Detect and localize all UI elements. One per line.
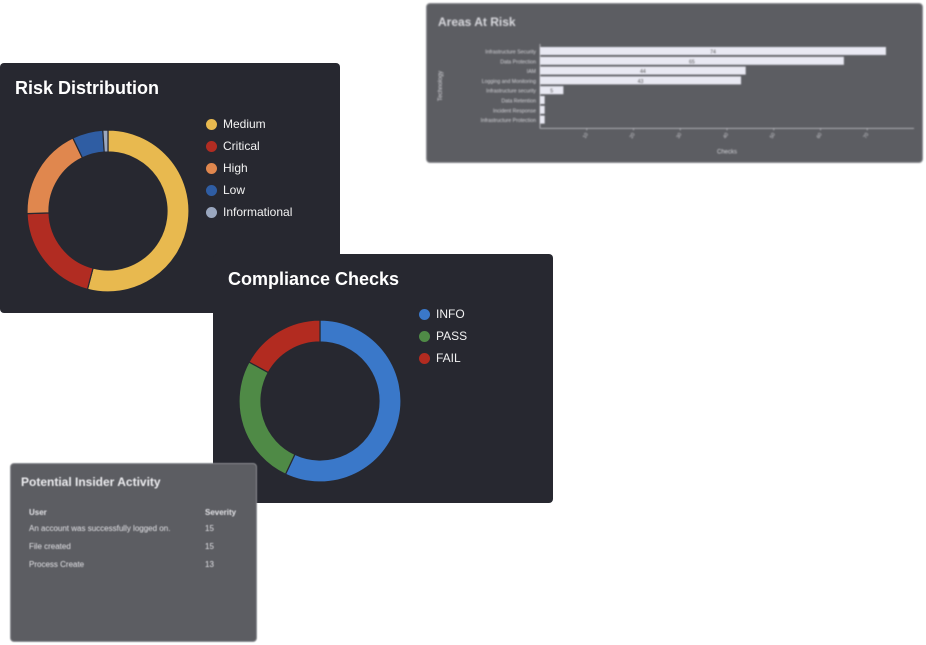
user-cell: Process Create xyxy=(29,560,85,569)
legend-label: PASS xyxy=(436,329,468,343)
user-cell: An account was successfully logged on. xyxy=(29,524,171,533)
insider-activity-table: User Severity An account was successfull… xyxy=(24,508,236,575)
areas-at-risk-chart: Infrastructure Security 74 Data Protection… xyxy=(438,44,914,155)
legend-label: Low xyxy=(223,183,246,197)
x-tick-label: 50 xyxy=(769,132,777,140)
legend-swatch xyxy=(206,140,217,152)
donut-slice-pass xyxy=(238,361,296,476)
data-label: 5 xyxy=(550,89,553,95)
category-label: Logging and Monitoring xyxy=(482,79,536,85)
risk-distribution-legend: Medium Critical High Low Informational xyxy=(206,113,292,223)
legend-label: INFO xyxy=(436,307,465,321)
bar xyxy=(540,86,564,95)
severity-cell: 13 xyxy=(205,560,214,569)
legend-label: FAIL xyxy=(436,351,461,365)
severity-cell: 15 xyxy=(205,542,214,551)
category-label: Infrastructure Security xyxy=(485,50,536,56)
category-label: IAM xyxy=(527,69,536,75)
table-row[interactable]: File created 15 xyxy=(24,539,236,557)
insider-activity-card: Potential Insider Activity User Severity… xyxy=(10,463,257,642)
donut-slice-informational xyxy=(102,129,109,153)
user-cell: File created xyxy=(29,542,71,551)
category-label: Data Retention xyxy=(501,99,536,105)
insider-activity-title: Potential Insider Activity xyxy=(21,475,161,489)
column-header-severity: Severity xyxy=(205,508,237,517)
bar xyxy=(540,105,545,114)
x-tick-label: 10 xyxy=(582,132,590,140)
donut-slice-medium xyxy=(86,129,190,293)
risk-distribution-donut xyxy=(26,129,190,293)
bar xyxy=(540,76,742,85)
legend-label: High xyxy=(223,161,248,175)
legend-swatch xyxy=(419,330,430,342)
x-tick-label: 70 xyxy=(862,132,870,140)
legend-item-low[interactable]: Low xyxy=(206,179,292,201)
bar xyxy=(540,56,844,65)
legend-item-info[interactable]: INFO xyxy=(419,303,467,325)
severity-cell: 15 xyxy=(205,524,214,533)
category-label: Infrastructure Protection xyxy=(481,118,536,124)
legend-item-medium[interactable]: Medium xyxy=(206,113,292,135)
data-label: 74 xyxy=(710,50,716,56)
legend-swatch xyxy=(206,162,217,174)
donut-slice-info xyxy=(284,319,402,483)
table-row[interactable]: Process Create 13 xyxy=(24,557,236,575)
category-label: Infrastructure security xyxy=(486,89,536,95)
areas-at-risk-title: Areas At Risk xyxy=(438,15,516,29)
bar xyxy=(540,66,746,75)
x-tick-label: 40 xyxy=(722,132,730,140)
table-row[interactable]: An account was successfully logged on. 1… xyxy=(24,521,236,539)
legend-item-pass[interactable]: PASS xyxy=(419,325,467,347)
column-header-user: User xyxy=(29,508,47,517)
legend-label: Medium xyxy=(223,117,266,131)
compliance-checks-title: Compliance Checks xyxy=(228,269,400,289)
x-axis-title: Checks xyxy=(717,149,737,155)
legend-item-high[interactable]: High xyxy=(206,157,292,179)
bar xyxy=(540,115,545,124)
legend-item-fail[interactable]: FAIL xyxy=(419,347,467,369)
compliance-checks-legend: INFO PASS FAIL xyxy=(419,303,467,369)
bar xyxy=(540,96,545,104)
bar xyxy=(540,47,886,55)
category-label: Incident Response xyxy=(493,108,536,114)
legend-item-informational[interactable]: Informational xyxy=(206,201,292,223)
legend-swatch xyxy=(419,352,430,364)
legend-label: Informational xyxy=(223,205,293,219)
legend-swatch xyxy=(206,206,217,218)
data-label: 44 xyxy=(640,69,646,75)
legend-swatch xyxy=(419,308,430,320)
risk-distribution-title: Risk Distribution xyxy=(15,78,160,98)
donut-slice-fail xyxy=(248,319,321,374)
compliance-checks-donut xyxy=(238,319,402,483)
data-label: 65 xyxy=(689,59,695,65)
x-tick-label: 60 xyxy=(816,132,824,140)
legend-swatch xyxy=(206,184,217,196)
legend-label: Critical xyxy=(223,139,260,153)
y-axis-title: Technology xyxy=(438,71,444,101)
data-label: 43 xyxy=(638,79,644,85)
x-tick-label: 30 xyxy=(675,132,683,140)
x-tick-label: 20 xyxy=(629,132,637,140)
donut-slice-critical xyxy=(26,212,94,291)
donut-slice-high xyxy=(26,137,84,215)
areas-at-risk-card: Areas At Risk Infrastructure Security 74 D… xyxy=(426,3,923,163)
category-label: Data Protection xyxy=(500,59,536,65)
legend-item-critical[interactable]: Critical xyxy=(206,135,292,157)
legend-swatch xyxy=(206,118,217,130)
